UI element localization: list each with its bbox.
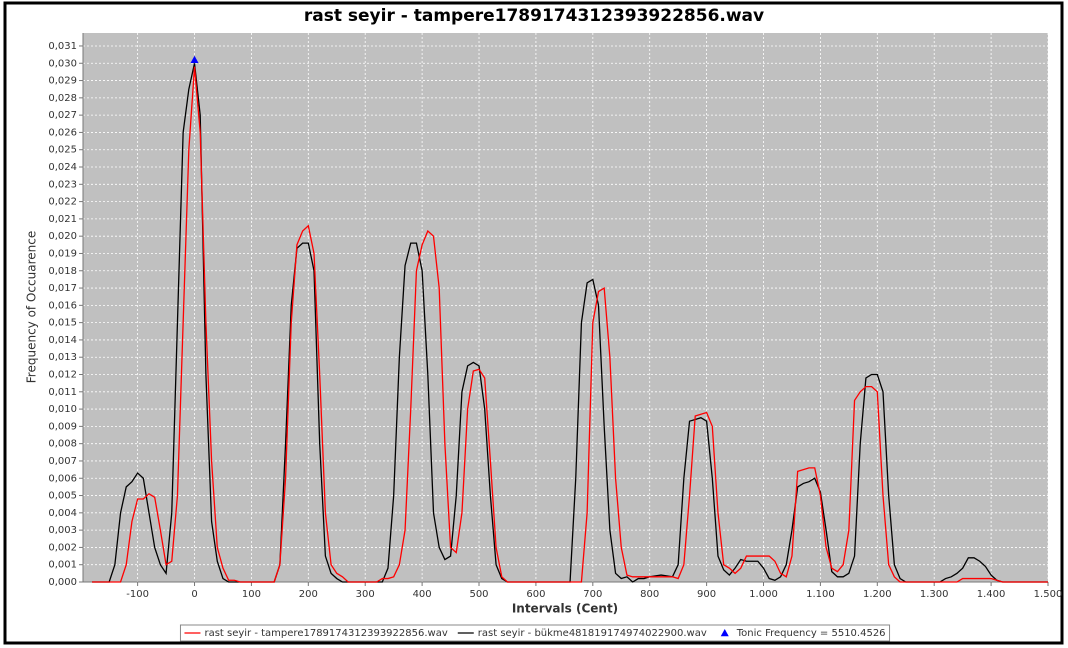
legend-symbol xyxy=(720,629,729,637)
series-line xyxy=(92,66,1048,583)
legend-label: rast seyir - tampere1789174312393922856.… xyxy=(204,628,447,639)
x-tick-label: 300 xyxy=(356,589,375,600)
y-tick-label: 0,006 xyxy=(48,473,77,484)
x-tick-label: 1.200 xyxy=(863,589,892,600)
tonic-marker xyxy=(190,55,199,64)
x-tick-label: 600 xyxy=(526,589,545,600)
y-tick-label: 0,007 xyxy=(48,456,77,467)
x-tick-label: 0 xyxy=(191,589,197,600)
y-tick-label: 0,021 xyxy=(48,214,77,225)
x-tick-label: 700 xyxy=(583,589,602,600)
x-tick-label: 200 xyxy=(299,589,318,600)
y-tick-label: 0,022 xyxy=(48,197,77,208)
legend: rast seyir - tampere1789174312393922856.… xyxy=(179,624,891,642)
legend-label: rast seyir - bükme481819174974022900.wav xyxy=(478,628,707,639)
legend-box xyxy=(179,624,891,642)
y-tick-label: 0,011 xyxy=(48,387,77,398)
x-tick-label: 100 xyxy=(242,589,261,600)
plot-area xyxy=(83,33,1048,582)
y-tick-label: 0,008 xyxy=(48,439,77,450)
x-tick-label: 800 xyxy=(640,589,659,600)
y-tick-label: 0,001 xyxy=(48,560,77,571)
y-tick-label: 0,000 xyxy=(48,577,77,588)
y-tick-label: 0,012 xyxy=(48,370,77,381)
y-tick-label: 0,016 xyxy=(48,300,77,311)
y-tick-label: 0,023 xyxy=(48,179,77,190)
x-tick-label: 1.300 xyxy=(920,589,949,600)
y-tick-label: 0,017 xyxy=(48,283,77,294)
legend-label: Tonic Frequency = 5510.4526 xyxy=(736,628,886,639)
x-tick-label: 400 xyxy=(413,589,432,600)
x-tick-label: 1.500 xyxy=(1034,589,1063,600)
x-tick-label: -100 xyxy=(126,589,149,600)
y-tick-label: 0,013 xyxy=(48,352,77,363)
x-tick-label: 1.400 xyxy=(977,589,1006,600)
series-line xyxy=(92,63,1048,583)
y-tick-label: 0,010 xyxy=(48,404,77,415)
y-tick-label: 0,025 xyxy=(48,145,77,156)
y-tick-label: 0,019 xyxy=(48,248,77,259)
x-tick-label: 500 xyxy=(469,589,488,600)
x-tick-label: 1.100 xyxy=(806,589,835,600)
x-tick-label: 1.000 xyxy=(749,589,778,600)
x-axis-title: Intervals (Cent) xyxy=(512,602,618,616)
y-tick-label: 0,027 xyxy=(48,110,77,121)
y-tick-label: 0,002 xyxy=(48,542,77,553)
y-tick-label: 0,030 xyxy=(48,58,77,69)
chart-title: rast seyir - tampere1789174312393922856.… xyxy=(304,6,764,26)
y-tick-label: 0,020 xyxy=(48,231,77,242)
y-tick-label: 0,029 xyxy=(48,76,77,87)
y-tick-label: 0,031 xyxy=(48,41,77,52)
y-tick-label: 0,004 xyxy=(48,508,77,519)
y-tick-label: 0,018 xyxy=(48,266,77,277)
y-tick-label: 0,028 xyxy=(48,93,77,104)
y-tick-label: 0,003 xyxy=(48,525,77,536)
x-tick-label: 900 xyxy=(697,589,716,600)
y-tick-label: 0,015 xyxy=(48,318,77,329)
y-tick-label: 0,005 xyxy=(48,491,77,502)
y-tick-label: 0,014 xyxy=(48,335,77,346)
y-tick-label: 0,009 xyxy=(48,421,77,432)
y-tick-label: 0,024 xyxy=(48,162,77,173)
y-axis-title: Frequency of Occuarence xyxy=(25,231,39,383)
y-tick-label: 0,026 xyxy=(48,127,77,138)
